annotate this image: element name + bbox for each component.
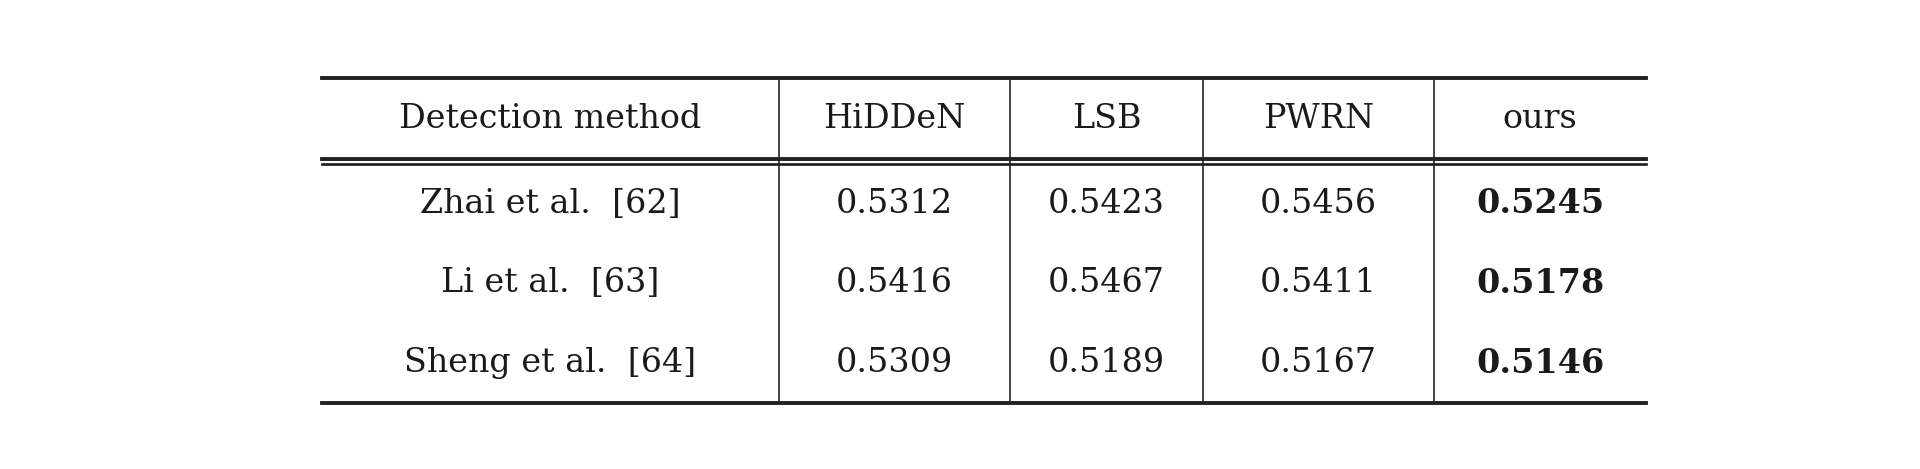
Text: HiDDeN: HiDDeN bbox=[824, 103, 966, 135]
Text: Li et al.  [63]: Li et al. [63] bbox=[442, 267, 659, 299]
Text: LSB: LSB bbox=[1071, 103, 1140, 135]
Text: PWRN: PWRN bbox=[1263, 103, 1375, 135]
Text: 0.5312: 0.5312 bbox=[835, 188, 952, 220]
Text: Zhai et al.  [62]: Zhai et al. [62] bbox=[420, 188, 680, 220]
Text: 0.5245: 0.5245 bbox=[1476, 187, 1605, 220]
Text: 0.5416: 0.5416 bbox=[835, 267, 952, 299]
Text: 0.5467: 0.5467 bbox=[1048, 267, 1165, 299]
Text: 0.5189: 0.5189 bbox=[1048, 347, 1165, 379]
Text: 0.5423: 0.5423 bbox=[1048, 188, 1165, 220]
Text: 0.5309: 0.5309 bbox=[835, 347, 952, 379]
Text: 0.5456: 0.5456 bbox=[1260, 188, 1377, 220]
Text: 0.5146: 0.5146 bbox=[1476, 347, 1605, 379]
Text: 0.5167: 0.5167 bbox=[1260, 347, 1377, 379]
Text: Sheng et al.  [64]: Sheng et al. [64] bbox=[405, 347, 697, 379]
Text: ours: ours bbox=[1503, 103, 1578, 135]
Text: Detection method: Detection method bbox=[399, 103, 701, 135]
Text: 0.5178: 0.5178 bbox=[1476, 267, 1605, 300]
Text: 0.5411: 0.5411 bbox=[1260, 267, 1377, 299]
